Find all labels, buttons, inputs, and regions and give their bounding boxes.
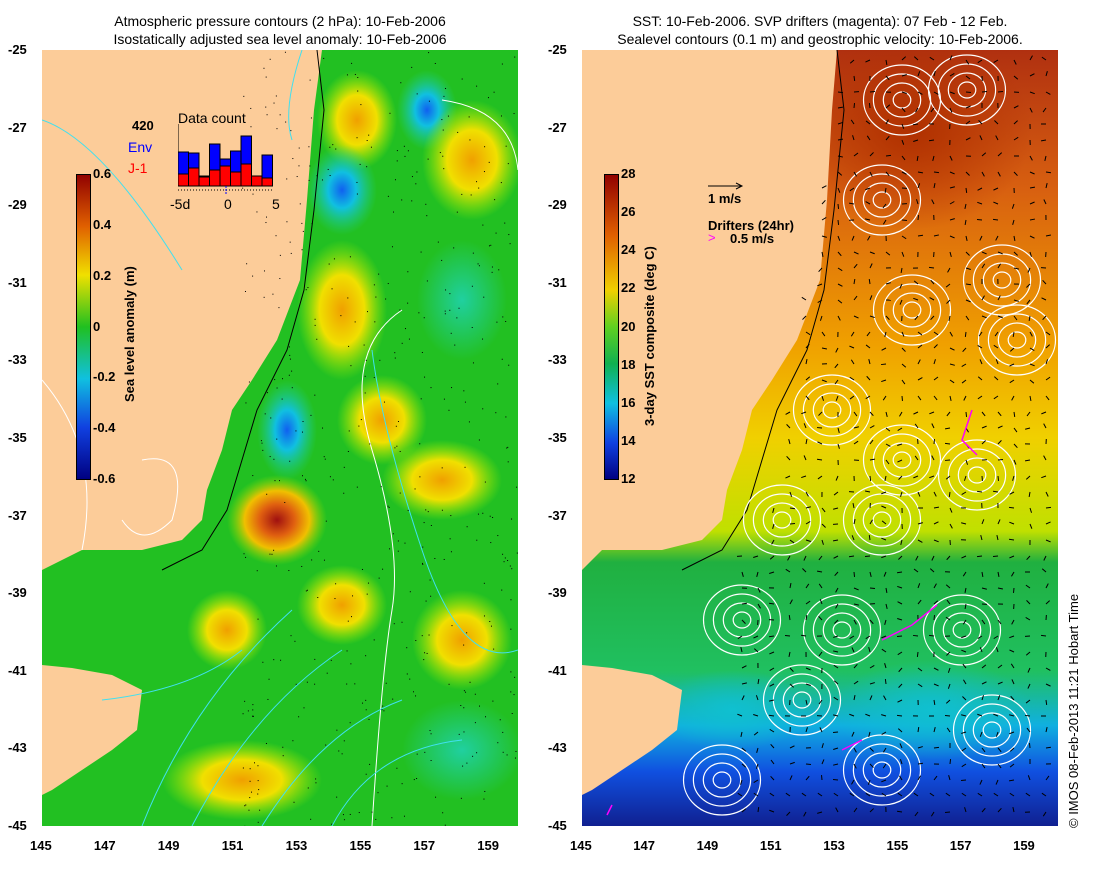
lat-tick-right: -39 [548,585,567,600]
drifter-marker-icon: > [708,230,716,245]
j1-bar [199,177,210,186]
j1-bar [210,170,221,186]
sst-map [582,50,1058,826]
lat-tick-right: -45 [548,818,567,833]
lat-tick-left: -45 [8,818,27,833]
sst-colorbar-tick: 16 [621,395,635,410]
left-title: Atmospheric pressure contours (2 hPa): 1… [42,12,518,48]
inset-xtick: 5 [272,196,280,212]
j1-bar [231,172,242,186]
lat-tick-right: -35 [548,430,567,445]
lat-tick-left: -37 [8,508,27,523]
lon-tick-left: 157 [413,838,435,853]
lat-tick-right: -41 [548,663,567,678]
drifters-speed: 0.5 m/s [730,231,774,246]
lat-tick-right: -29 [548,197,567,212]
lon-tick-right: 157 [950,838,972,853]
lat-tick-left: -35 [8,430,27,445]
j1-bar [241,164,252,186]
lat-tick-right: -31 [548,275,567,290]
lat-tick-right: -25 [548,42,567,57]
lon-tick-right: 149 [697,838,719,853]
lon-tick-right: 151 [760,838,782,853]
lon-tick-right: 155 [887,838,909,853]
sst-colorbar-tick: 12 [621,471,635,486]
right-title: SST: 10-Feb-2006. SVP drifters (magenta)… [560,12,1080,48]
lat-tick-left: -41 [8,663,27,678]
data-count-histogram [178,124,278,194]
j1-bar [262,178,273,186]
lon-tick-left: 155 [350,838,372,853]
lon-tick-left: 153 [286,838,308,853]
lon-tick-right: 145 [570,838,592,853]
lon-tick-left: 147 [94,838,116,853]
j1-bar [220,166,231,186]
lat-tick-left: -27 [8,120,27,135]
lat-tick-right: -27 [548,120,567,135]
legend-env: Env [128,139,152,155]
inset-xtick: -5d [170,196,190,212]
sla-colorbar-tick: 0.2 [93,268,111,283]
sla-colorbar [76,174,91,480]
lon-tick-left: 145 [30,838,52,853]
lat-tick-right: -33 [548,352,567,367]
sla-colorbar-tick: -0.6 [93,471,115,486]
inset-xtick: 0 [224,196,232,212]
sst-colorbar-tick: 14 [621,433,635,448]
sst-colorbar-tick: 28 [621,166,635,181]
lat-tick-left: -43 [8,740,27,755]
j1-bar [178,174,189,186]
j1-bar [252,176,263,186]
lat-tick-left: -33 [8,352,27,367]
sla-colorbar-tick: 0.6 [93,166,111,181]
lat-tick-left: -39 [8,585,27,600]
lat-tick-left: -29 [8,197,27,212]
lon-tick-left: 159 [477,838,499,853]
copyright: © IMOS 08-Feb-2013 11:21 Hobart Time [1066,594,1081,828]
lon-tick-right: 147 [633,838,655,853]
sst-colorbar-tick: 18 [621,357,635,372]
lon-tick-right: 153 [823,838,845,853]
sea-level-anomaly-map [42,50,518,826]
data-count-total: 420 [132,118,154,133]
sla-colorbar-tick: 0.4 [93,217,111,232]
j1-bar [189,168,200,186]
sst-colorbar-tick: 24 [621,242,635,257]
legend-j1: J-1 [128,160,147,176]
sst-colorbar-tick: 26 [621,204,635,219]
sla-colorbar-tick: 0 [93,319,100,334]
velocity-scale-arrow [707,181,747,191]
sst-colorbar-tick: 22 [621,280,635,295]
lon-tick-left: 149 [158,838,180,853]
lon-tick-right: 159 [1013,838,1035,853]
lat-tick-left: -31 [8,275,27,290]
sla-colorbar-tick: -0.2 [93,369,115,384]
lon-tick-left: 151 [222,838,244,853]
sst-colorbar [604,174,619,480]
sst-colorbar-tick: 20 [621,319,635,334]
figure: Atmospheric pressure contours (2 hPa): 1… [0,0,1100,870]
sst-colorbar-label: 3-day SST composite (deg C) [642,246,657,426]
sla-colorbar-label: Sea level anomaly (m) [122,266,137,402]
velocity-scale-label: 1 m/s [708,191,741,206]
lat-tick-right: -37 [548,508,567,523]
lat-tick-left: -25 [8,42,27,57]
sla-colorbar-tick: -0.4 [93,420,115,435]
lat-tick-right: -43 [548,740,567,755]
